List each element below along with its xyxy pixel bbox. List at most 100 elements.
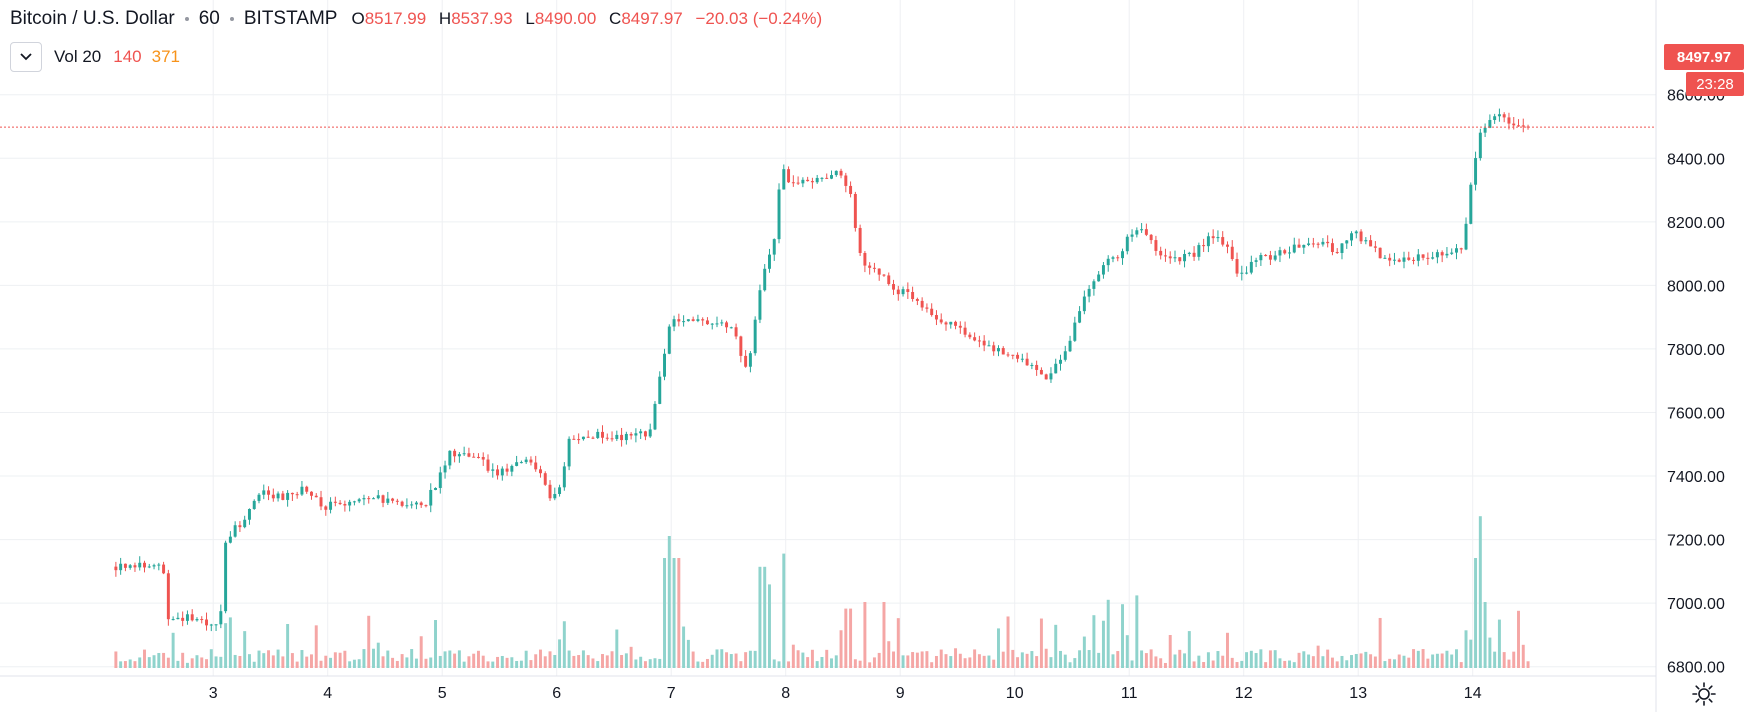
time-axis[interactable]: 3 4 5 6 7 8 9 10 11 12 13 14 xyxy=(209,685,1482,702)
volume-bar xyxy=(496,656,500,668)
chart-settings-button[interactable] xyxy=(1688,680,1720,708)
candle-body xyxy=(777,189,781,240)
volume-bar xyxy=(648,659,652,668)
volume-bar xyxy=(1130,660,1134,668)
volume-bar xyxy=(834,655,838,668)
candle-body xyxy=(1025,358,1029,366)
volume-bar xyxy=(367,615,371,668)
volume-bar xyxy=(1125,635,1129,668)
volume-bar xyxy=(872,657,876,668)
candle-body xyxy=(648,429,652,437)
candle-body xyxy=(1283,250,1287,254)
volume-bar xyxy=(290,653,294,668)
candle-body xyxy=(815,177,819,183)
candle-body xyxy=(810,181,814,183)
candle-body xyxy=(333,501,337,503)
volume-bar xyxy=(777,661,781,668)
volume-bar xyxy=(419,636,423,668)
volume-bar xyxy=(205,659,208,668)
volume-indicator-name[interactable]: Vol 20 xyxy=(54,47,102,66)
volume-bar xyxy=(705,658,709,668)
candle-body xyxy=(510,465,514,472)
volume-bar xyxy=(1001,651,1005,668)
candle-body xyxy=(653,403,657,430)
candle-body xyxy=(438,472,442,488)
volume-bar xyxy=(1183,653,1187,668)
candle-body xyxy=(1240,272,1244,274)
volume-bar xyxy=(701,661,705,668)
candle-body xyxy=(1388,257,1392,261)
volume-bar xyxy=(1345,660,1349,668)
candle-body xyxy=(343,504,347,506)
candle-body xyxy=(376,495,380,499)
volume-bar xyxy=(825,649,829,668)
candle-body xyxy=(429,489,433,506)
candle-body xyxy=(224,542,228,612)
volume-bar xyxy=(1173,654,1177,668)
volume-bar xyxy=(1149,649,1153,668)
time-tick-label: 12 xyxy=(1235,685,1253,702)
price-change: −20.03 (−0.24%) xyxy=(695,9,823,28)
candle-body xyxy=(691,319,695,321)
candle-body xyxy=(830,175,833,179)
candle-body xyxy=(1464,223,1468,250)
volume-bar xyxy=(1383,661,1387,668)
collapse-legend-button[interactable] xyxy=(10,42,42,72)
candle-body xyxy=(395,500,399,502)
volume-bar xyxy=(1059,650,1062,668)
price-tick-label: 7000.00 xyxy=(1667,596,1725,613)
price-tick-label: 8200.00 xyxy=(1667,215,1725,232)
volume-bar xyxy=(1421,649,1425,668)
volume-bar xyxy=(171,632,175,668)
volume-bar xyxy=(348,661,352,668)
volume-bar xyxy=(515,660,519,668)
candle-body xyxy=(534,462,538,470)
volume-bar xyxy=(1330,657,1334,668)
volume-bar xyxy=(114,651,118,668)
volume-bar xyxy=(329,657,333,668)
volume-bar xyxy=(1240,660,1244,668)
volume-bar xyxy=(1063,654,1067,668)
candle-body xyxy=(1216,237,1220,239)
volume-bar xyxy=(157,653,161,668)
candle-body xyxy=(1426,257,1430,259)
candle-body xyxy=(825,177,829,179)
candle-body xyxy=(839,170,843,176)
volume-bar xyxy=(1316,645,1320,668)
volume-bar xyxy=(1350,655,1353,668)
candle-body xyxy=(1483,127,1487,133)
candle-body xyxy=(238,525,242,528)
time-tick-label: 14 xyxy=(1464,685,1482,702)
candle-body xyxy=(472,456,476,458)
candle-body xyxy=(782,169,786,190)
low-value: 8490.00 xyxy=(534,9,597,28)
volume-bar xyxy=(839,630,843,668)
volume-bar xyxy=(1254,653,1258,668)
candle-body xyxy=(1517,125,1520,127)
candle-body xyxy=(252,500,256,510)
candle-body xyxy=(858,227,862,253)
candle-body xyxy=(1087,288,1091,297)
candle-body xyxy=(214,624,218,626)
volume-bar xyxy=(166,657,170,668)
volume-bar xyxy=(615,629,619,668)
time-tick-label: 8 xyxy=(781,685,790,702)
volume-bar xyxy=(1397,654,1401,668)
volume-bar xyxy=(1226,632,1229,668)
price-axis[interactable]: 6800.00 7000.00 7200.00 7400.00 7600.00 7800.… xyxy=(1667,88,1725,677)
volume-bar xyxy=(763,566,767,668)
symbol-name[interactable]: Bitcoin / U.S. Dollar xyxy=(10,8,175,29)
candle-body xyxy=(548,484,552,499)
candle-body xyxy=(1187,252,1191,254)
volume-bar xyxy=(1163,662,1167,668)
candle-body xyxy=(352,501,356,503)
volume-bar xyxy=(1292,662,1296,668)
volume-bar xyxy=(505,657,509,668)
candle-body xyxy=(1044,374,1048,380)
candle-body xyxy=(553,493,557,499)
volume-bar xyxy=(887,641,891,668)
volume-bar xyxy=(1512,651,1516,668)
candle-body xyxy=(643,431,647,437)
candle-body xyxy=(271,494,275,499)
